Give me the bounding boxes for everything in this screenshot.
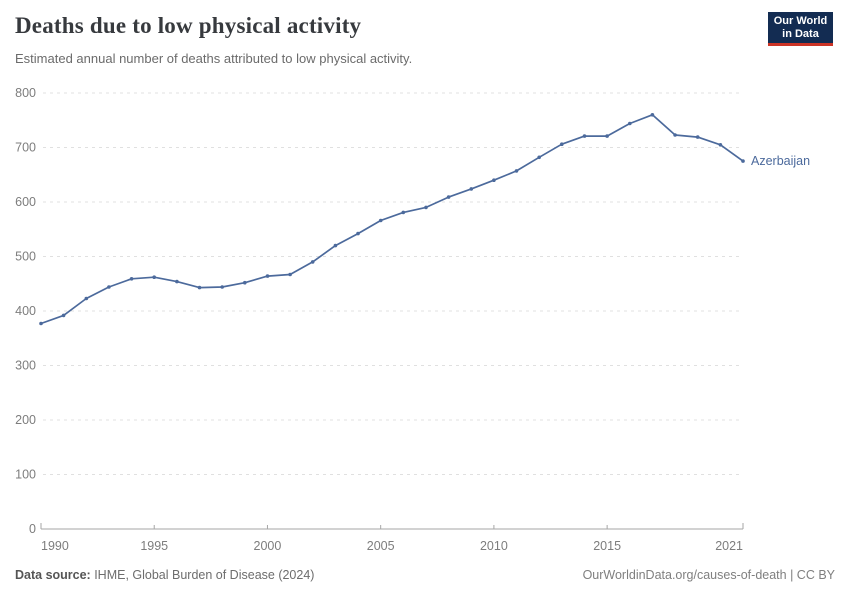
y-tick-label: 800: [15, 86, 36, 100]
data-source-label: Data source:: [15, 568, 91, 582]
data-point[interactable]: [84, 296, 89, 301]
data-point[interactable]: [356, 231, 360, 236]
data-point[interactable]: [265, 274, 270, 278]
data-point[interactable]: [129, 277, 134, 281]
y-tick-label: 700: [15, 141, 36, 155]
y-tick-label: 100: [15, 468, 36, 482]
data-point[interactable]: [39, 321, 43, 326]
data-point[interactable]: [378, 218, 383, 223]
x-tick-label: 1990: [41, 539, 69, 553]
data-point[interactable]: [107, 285, 111, 289]
data-point[interactable]: [220, 285, 224, 289]
data-point[interactable]: [695, 135, 700, 139]
data-point[interactable]: [605, 134, 609, 138]
page-title: Deaths due to low physical activity: [15, 13, 362, 38]
y-tick-label: 200: [15, 413, 36, 427]
data-point[interactable]: [243, 280, 247, 285]
data-point[interactable]: [582, 134, 587, 138]
x-tick-label: 2021: [715, 539, 743, 553]
owid-logo-line1: Our World: [773, 15, 828, 27]
chart-subtitle: Estimated annual number of deaths attrib…: [15, 51, 413, 66]
data-point[interactable]: [673, 133, 677, 137]
x-tick-label: 2000: [254, 539, 282, 553]
data-point[interactable]: [492, 178, 496, 182]
data-point[interactable]: [560, 142, 564, 146]
data-point[interactable]: [537, 155, 541, 160]
x-tick-label: 1995: [140, 539, 168, 553]
data-point[interactable]: [446, 195, 451, 199]
data-point[interactable]: [333, 243, 338, 248]
data-point[interactable]: [288, 272, 292, 277]
data-point[interactable]: [401, 210, 406, 215]
y-tick-label: 0: [29, 522, 36, 536]
x-tick-label: 2010: [480, 539, 508, 553]
series-line[interactable]: [40, 113, 744, 325]
y-tick-label: 500: [15, 250, 36, 264]
owid-logo-line2: in Data: [782, 28, 819, 40]
data-point[interactable]: [741, 159, 745, 163]
x-tick-label: 2005: [367, 539, 395, 553]
data-source: Data source: IHME, Global Burden of Dise…: [15, 567, 314, 583]
data-point[interactable]: [718, 143, 723, 147]
line-chart[interactable]: 0 100 200 300 400 500 600 700 800 1990 1995 2000 200…: [0, 80, 850, 560]
data-point[interactable]: [152, 275, 156, 280]
owid-logo[interactable]: Our World in Data: [768, 12, 833, 46]
y-tick-label: 300: [15, 359, 36, 373]
data-point[interactable]: [650, 113, 655, 117]
license-link[interactable]: OurWorldinData.org/causes-of-death | CC …: [582, 568, 835, 582]
data-point[interactable]: [628, 121, 632, 126]
y-tick-label: 400: [15, 304, 36, 318]
chart-footer: Data source: IHME, Global Burden of Dise…: [15, 567, 835, 583]
data-point[interactable]: [469, 187, 474, 191]
entity-label[interactable]: Azerbaijan: [751, 154, 810, 168]
data-point[interactable]: [175, 279, 179, 284]
data-point[interactable]: [197, 285, 202, 290]
data-point[interactable]: [424, 205, 428, 210]
data-point[interactable]: [61, 313, 66, 318]
data-point[interactable]: [514, 169, 519, 173]
y-tick-label: 600: [15, 195, 36, 209]
x-tick-label: 2015: [593, 539, 621, 553]
data-source-text: IHME, Global Burden of Disease (2024): [90, 568, 315, 582]
data-point[interactable]: [310, 260, 315, 264]
